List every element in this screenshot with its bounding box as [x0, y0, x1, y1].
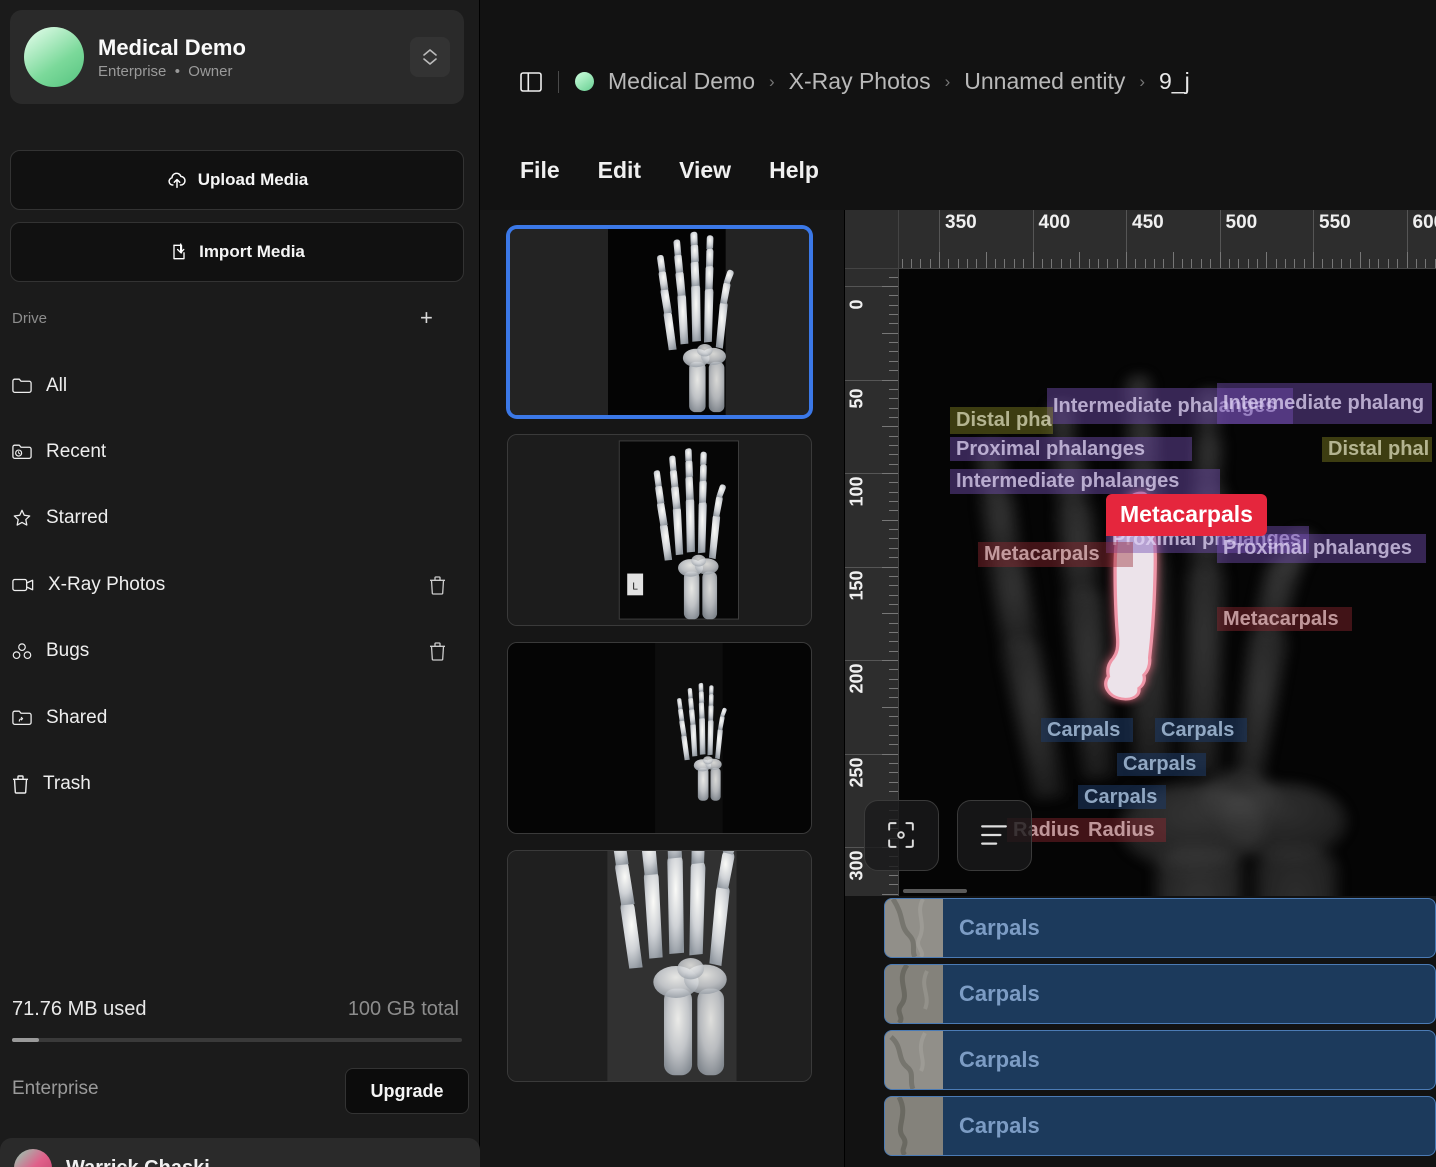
- svg-text:L: L: [632, 581, 638, 592]
